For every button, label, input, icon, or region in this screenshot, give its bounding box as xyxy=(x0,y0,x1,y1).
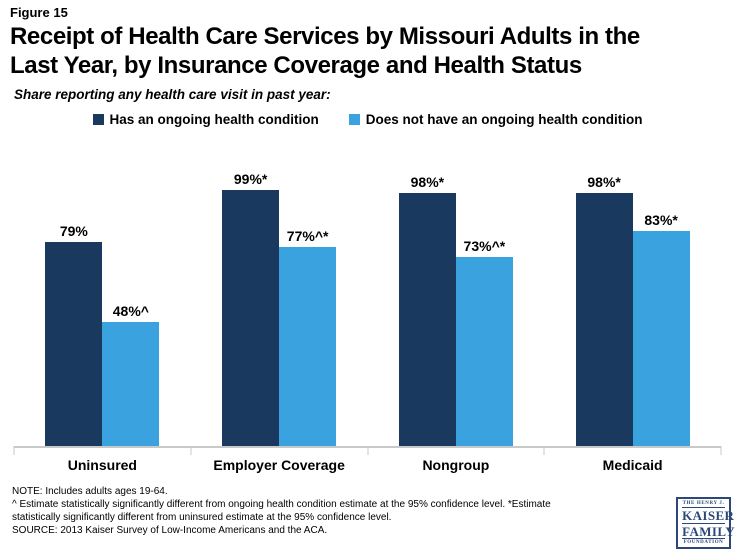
figure-number: Figure 15 xyxy=(10,5,68,20)
bar-group-nongroup: 98%* 73%^* xyxy=(368,154,545,446)
bar-ongoing-condition: 98%* xyxy=(398,173,456,446)
bar-value-label: 99%* xyxy=(233,171,268,188)
note-line: statistically significantly different fr… xyxy=(12,512,392,524)
note-line: NOTE: Includes adults ages 19-64. xyxy=(12,485,168,497)
legend-item-ongoing-condition: Has an ongoing health condition xyxy=(92,111,319,127)
bar-ongoing-condition: 99%* xyxy=(222,171,280,446)
bar-rect xyxy=(45,241,103,446)
bar-rect xyxy=(102,321,160,446)
bar-value-label: 77%^* xyxy=(286,227,329,244)
category-label: Employer Coverage xyxy=(213,456,345,473)
bar-value-label: 83%* xyxy=(644,212,678,229)
kaiser-family-foundation-logo: THE HENRY J. KAISER FAMILY FOUNDATION xyxy=(676,497,735,549)
logo-line-family: FAMILY xyxy=(682,523,735,540)
axis-tick xyxy=(13,445,15,455)
bar-no-condition: 83%* xyxy=(632,212,690,446)
title-line-1: Receipt of Health Care Services by Misso… xyxy=(10,23,640,50)
legend-label-ongoing-condition: Has an ongoing health condition xyxy=(109,111,319,127)
bar-value-label: 79% xyxy=(59,222,88,239)
chart-subtitle: Share reporting any health care visit in… xyxy=(14,86,331,102)
legend-swatch-light-icon xyxy=(348,113,360,125)
bar-group-medicaid: 98%* 83%* xyxy=(544,154,721,446)
axis-tick xyxy=(190,445,192,455)
legend-item-no-condition: Does not have an ongoing health conditio… xyxy=(348,111,643,127)
category-label: Uninsured xyxy=(67,456,137,473)
bar-rect xyxy=(279,246,337,446)
logo-line-henry-j: THE HENRY J. xyxy=(682,500,725,508)
note-line: ^ Estimate statistically significantly d… xyxy=(12,498,551,510)
legend-swatch-dark-icon xyxy=(92,113,104,125)
bar-rect xyxy=(632,231,690,446)
axis-tick xyxy=(367,445,368,455)
bar-ongoing-condition: 79% xyxy=(45,222,103,446)
bar-value-label: 73%^* xyxy=(463,238,506,255)
bar-rect xyxy=(398,192,456,446)
category-label: Medicaid xyxy=(602,456,663,473)
bar-value-label: 98%* xyxy=(587,173,621,190)
logo-line-kaiser: KAISER xyxy=(682,507,735,524)
axis-tick xyxy=(543,445,545,455)
logo-line-foundation: FOUNDATION xyxy=(683,540,724,546)
bar-group-uninsured: 79% 48%^ xyxy=(14,154,191,446)
chart-legend: Has an ongoing health condition Does not… xyxy=(10,112,725,127)
bar-no-condition: 73%^* xyxy=(455,238,513,446)
bar-ongoing-condition: 98%* xyxy=(575,173,633,446)
page-title: Receipt of Health Care Services by Misso… xyxy=(10,22,725,81)
bar-value-label: 98%* xyxy=(410,173,445,190)
footnotes: NOTE: Includes adults ages 19-64. ^ Esti… xyxy=(10,485,680,538)
title-line-2: Last Year, by Insurance Coverage and Hea… xyxy=(10,52,582,80)
bar-no-condition: 77%^* xyxy=(279,227,337,446)
bar-rect xyxy=(575,192,633,446)
bar-rect xyxy=(455,257,513,446)
legend-label-no-condition: Does not have an ongoing health conditio… xyxy=(365,111,643,127)
bar-value-label: 48%^ xyxy=(112,302,149,319)
bar-rect xyxy=(222,190,280,446)
axis-tick xyxy=(720,445,722,455)
category-label: Nongroup xyxy=(422,456,490,473)
plot-area: 79% 48%^ 99%* 77%^* 98%* 73%^* 98%* 83%* xyxy=(13,154,722,455)
category-axis: Uninsured Employer Coverage Nongroup Medica… xyxy=(14,448,721,473)
bar-no-condition: 48%^ xyxy=(102,302,160,446)
bar-group-employer-coverage: 99%* 77%^* xyxy=(191,154,368,446)
note-line: SOURCE: 2013 Kaiser Survey of Low-Income… xyxy=(12,525,328,537)
